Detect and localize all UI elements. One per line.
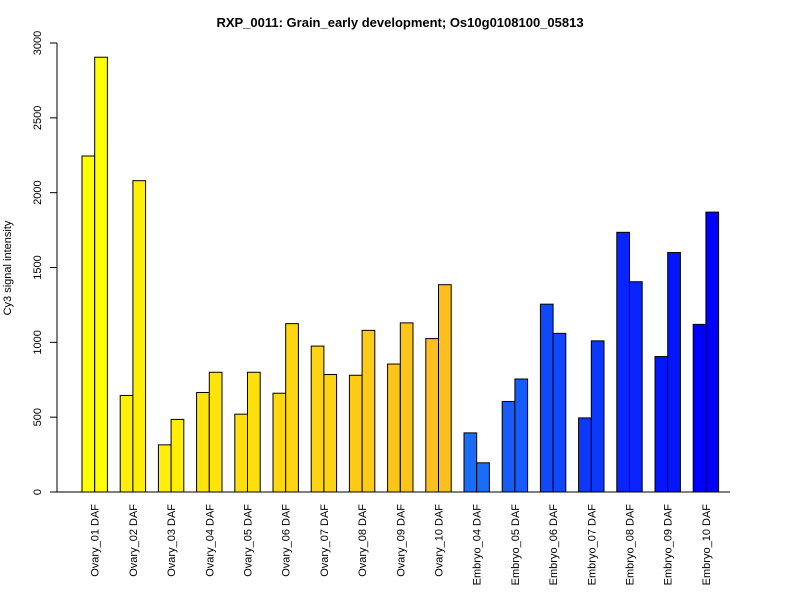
x-tick-label: Ovary_08 DAF: [357, 504, 369, 577]
y-tick-label: 2000: [32, 180, 44, 204]
bar: [208, 371, 223, 493]
bar: [539, 303, 554, 493]
x-tick-label: Embryo_09 DAF: [663, 504, 675, 586]
bar: [501, 400, 516, 493]
x-tick-label: Ovary_10 DAF: [434, 504, 446, 577]
y-tick-label: 0: [32, 489, 44, 495]
y-axis: 0 500 1000 1500 2000 2500 3000: [32, 31, 58, 495]
bar: [463, 432, 478, 493]
bar: [247, 371, 261, 493]
y-tick-label: 3000: [32, 31, 44, 55]
bar: [616, 231, 630, 493]
y-axis-label: Cy3 signal intensity: [2, 220, 14, 315]
bar: [310, 345, 325, 493]
bar: [119, 394, 134, 493]
x-tick-label: Embryo_10 DAF: [701, 504, 713, 586]
y-tick-label: 2500: [32, 106, 44, 130]
bar: [157, 444, 172, 493]
bar: [705, 211, 720, 493]
bars: [81, 56, 720, 493]
bar: [438, 284, 452, 493]
bar: [272, 392, 287, 493]
x-tick-label: Embryo_06 DAF: [548, 504, 560, 586]
x-tick-label: Ovary_04 DAF: [204, 504, 216, 577]
bar: [692, 323, 707, 493]
bar: [94, 56, 108, 493]
x-tick-label: Ovary_05 DAF: [243, 504, 255, 577]
x-tick-label: Embryo_07 DAF: [586, 504, 598, 586]
bar: [170, 418, 185, 493]
bar: [578, 417, 592, 493]
bar: [285, 323, 299, 493]
bar: [196, 391, 210, 493]
bar: [425, 338, 439, 493]
y-tick-label: 500: [32, 408, 44, 426]
bar: [514, 378, 529, 493]
x-tick-label: Ovary_03 DAF: [166, 504, 178, 577]
bar: [476, 462, 490, 493]
y-tick-label: 1000: [32, 330, 44, 354]
x-tick-label: Ovary_06 DAF: [281, 504, 293, 577]
x-tick-label: Embryo_08 DAF: [625, 504, 637, 586]
bar: [667, 252, 681, 493]
chart-title: RXP_0011: Grain_early development; Os10g…: [216, 15, 583, 30]
bar: [654, 356, 669, 493]
bar: [234, 413, 249, 493]
x-tick-labels: Ovary_01 DAF Ovary_02 DAF Ovary_03 DAF Ovar…: [90, 504, 713, 586]
bar: [132, 180, 147, 493]
x-tick-label: Ovary_07 DAF: [319, 504, 331, 577]
x-tick-label: Ovary_01 DAF: [90, 504, 102, 577]
bar: [629, 281, 643, 493]
x-tick-label: Ovary_02 DAF: [128, 504, 140, 577]
x-tick-label: Embryo_05 DAF: [510, 504, 522, 586]
bar: [81, 155, 96, 493]
bar: [590, 340, 605, 493]
bar: [387, 363, 401, 493]
bar: [552, 332, 567, 493]
x-tick-label: Embryo_04 DAF: [472, 504, 484, 586]
y-tick-label: 1500: [32, 255, 44, 279]
bar: [399, 322, 414, 493]
x-tick-label: Ovary_09 DAF: [395, 504, 407, 577]
bar: [361, 329, 376, 493]
bar: [348, 374, 363, 493]
bar: [323, 374, 338, 493]
